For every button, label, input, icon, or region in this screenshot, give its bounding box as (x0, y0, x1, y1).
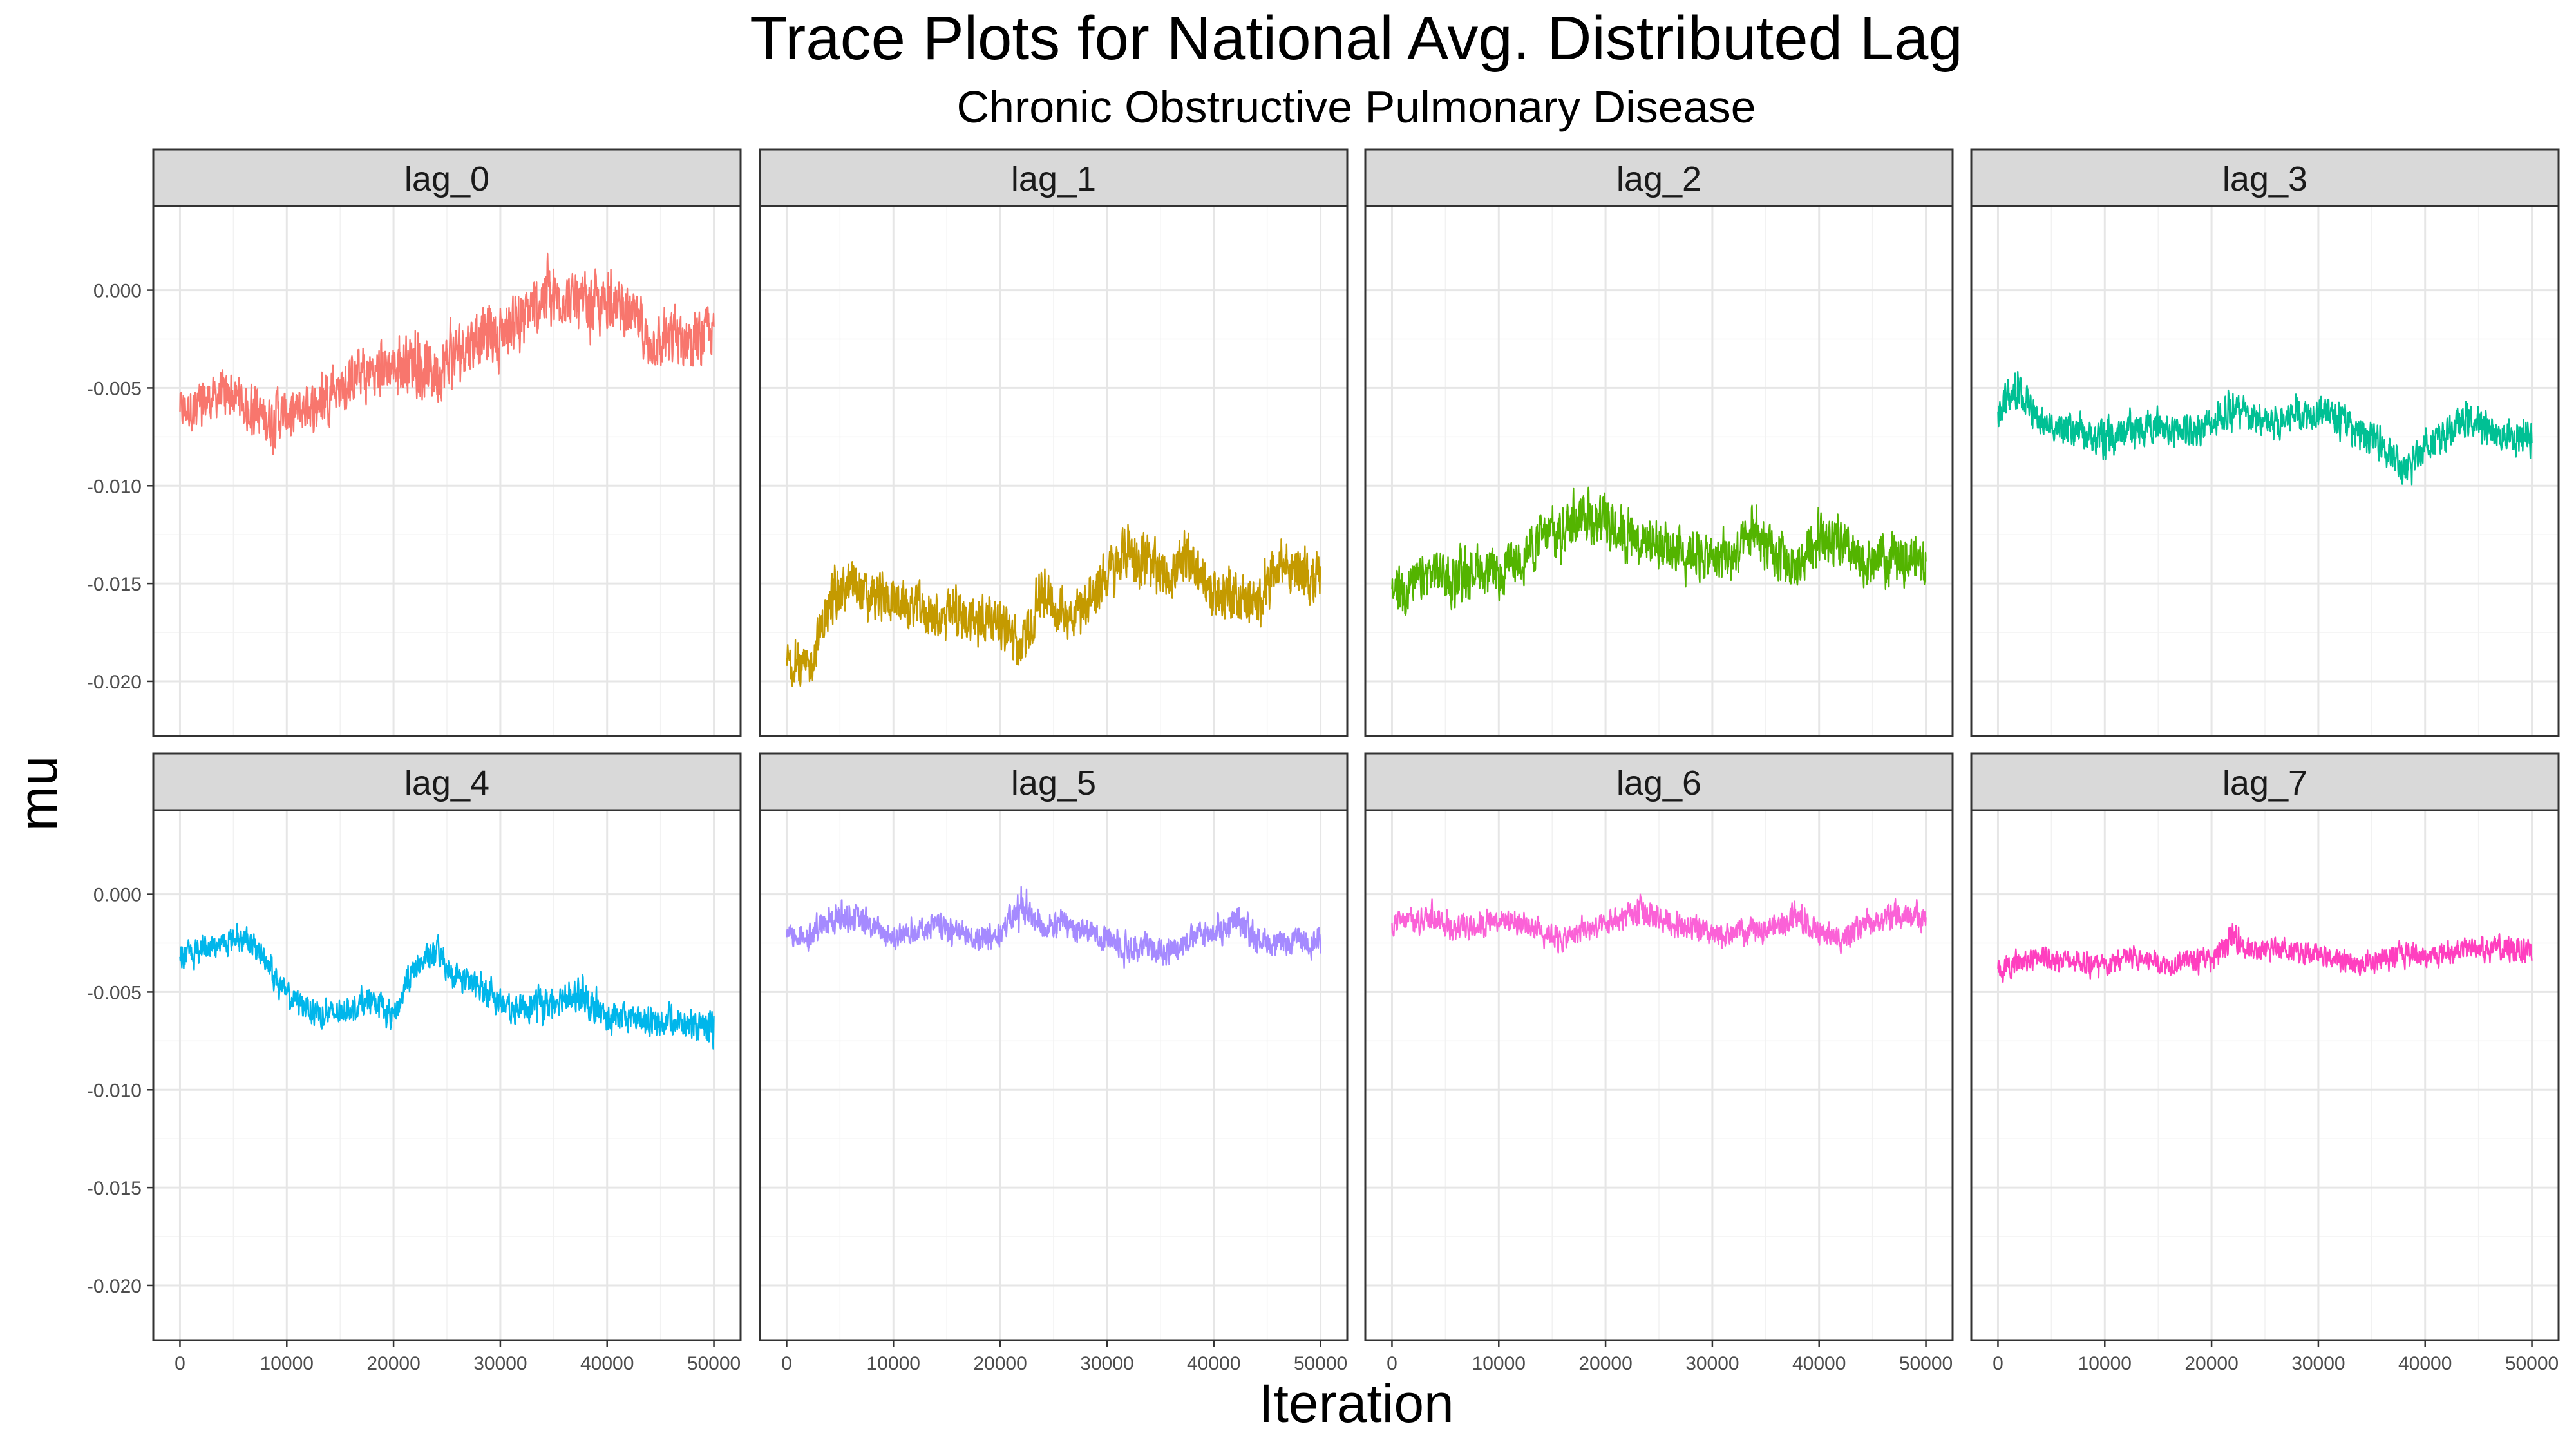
y-tick-label: -0.020 (87, 672, 142, 693)
x-tick-label: 20000 (1578, 1353, 1632, 1374)
panel-border (1970, 205, 2560, 737)
facet-strip-label: lag_0 (404, 160, 489, 198)
x-tick-label: 0 (175, 1353, 185, 1374)
panel-border (759, 809, 1349, 1341)
x-tick-label: 30000 (473, 1353, 527, 1374)
facet-strip (152, 148, 742, 207)
panel-border (1364, 205, 1954, 737)
y-tick-label: -0.015 (87, 1178, 142, 1199)
chart-subtitle: Chronic Obstructive Pulmonary Disease (956, 82, 1756, 132)
trace-line-lag-5 (786, 886, 1321, 969)
trace-line-lag-4 (179, 922, 715, 1050)
facet-panel-lag-2: lag_2 (1364, 148, 1954, 737)
x-tick-label: 40000 (2398, 1353, 2452, 1374)
x-tick-label: 10000 (260, 1353, 314, 1374)
trace-line-lag-0 (179, 252, 715, 455)
x-tick-label: 10000 (2078, 1353, 2132, 1374)
facet-strip-label: lag_2 (1616, 160, 1701, 198)
x-tick-label: 50000 (687, 1353, 741, 1374)
facet-panel-lag-7: lag_7 0 10000 20000 30000 40000 50000 (1970, 752, 2560, 1374)
facet-strip-label: lag_1 (1011, 160, 1096, 198)
chart-title: Trace Plots for National Avg. Distribute… (750, 4, 1963, 73)
y-tick-label: -0.015 (87, 574, 142, 595)
facet-strip (1970, 752, 2560, 811)
y-tick-label: -0.005 (87, 982, 142, 1003)
y-tick-label: -0.010 (87, 476, 142, 497)
x-tick-label: 50000 (1294, 1353, 1347, 1374)
y-tick-label: 0.000 (93, 885, 142, 906)
facet-panel-lag-4: lag_4 0.000 -0.005 -0.010 -0.015 -0.020 0 10000… (87, 752, 742, 1374)
y-tick-label: -0.020 (87, 1276, 142, 1297)
x-tick-label: 30000 (1080, 1353, 1133, 1374)
x-axis-title: Iteration (1258, 1373, 1454, 1434)
x-tick-label: 0 (781, 1353, 792, 1374)
facet-panel-lag-0: lag_0 0.000 -0.005 -0.010 -0.015 -0.020 (87, 148, 742, 737)
x-tick-label: 40000 (580, 1353, 634, 1374)
facet-strip-label: lag_6 (1616, 764, 1701, 802)
x-tick-label: 10000 (867, 1353, 920, 1374)
x-tick-label: 30000 (2291, 1353, 2345, 1374)
facet-strip-label: lag_5 (1011, 764, 1096, 802)
x-tick-label: 50000 (2505, 1353, 2559, 1374)
x-tick-label: 20000 (366, 1353, 420, 1374)
facet-strip (152, 752, 742, 811)
facet-panel-lag-3: lag_3 (1970, 148, 2560, 737)
facet-panel-lag-1: lag_1 (759, 148, 1349, 737)
facet-strip (1364, 148, 1954, 207)
panel-border (152, 809, 742, 1341)
x-tick-label: 0 (1993, 1353, 2003, 1374)
facet-strip-label: lag_7 (2222, 764, 2307, 802)
trace-line-lag-7 (1997, 923, 2533, 983)
panel-border (1364, 809, 1954, 1341)
y-tick-label: 0.000 (93, 281, 142, 302)
x-tick-label: 20000 (973, 1353, 1027, 1374)
y-axis-title: mu (8, 756, 68, 831)
facet-panel-lag-6: lag_6 0 10000 20000 30000 40000 50000 (1364, 752, 1954, 1374)
facet-strip (1970, 148, 2560, 207)
panel-border (152, 205, 742, 737)
x-tick-label: 0 (1387, 1353, 1397, 1374)
x-tick-label: 30000 (1685, 1353, 1739, 1374)
x-tick-label: 40000 (1187, 1353, 1240, 1374)
panel-border (1970, 809, 2560, 1341)
trace-line-lag-6 (1391, 893, 1927, 954)
facet-strip (1364, 752, 1954, 811)
facet-panel-lag-5: lag_5 0 10000 20000 30000 40000 50000 (759, 752, 1349, 1374)
y-tick-label: -0.005 (87, 378, 142, 399)
trace-line-lag-3 (1997, 370, 2533, 486)
facet-strip-label: lag_3 (2222, 160, 2307, 198)
x-tick-label: 20000 (2184, 1353, 2238, 1374)
panel-border (759, 205, 1349, 737)
y-tick-label: -0.010 (87, 1080, 142, 1101)
x-tick-label: 50000 (1899, 1353, 1953, 1374)
facet-strip-label: lag_4 (404, 764, 489, 802)
trace-line-lag-1 (786, 524, 1321, 687)
x-tick-label: 10000 (1472, 1353, 1526, 1374)
trace-line-lag-2 (1391, 486, 1927, 616)
x-tick-label: 40000 (1792, 1353, 1846, 1374)
